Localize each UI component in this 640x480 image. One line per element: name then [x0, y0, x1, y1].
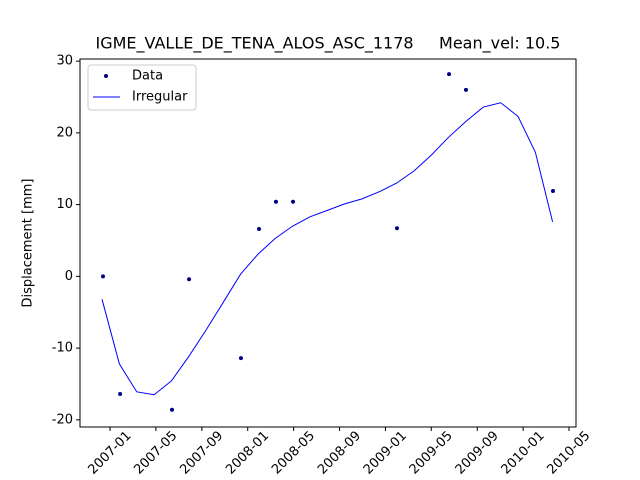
y-tick-label: 20	[56, 125, 73, 140]
legend-marker	[104, 74, 108, 78]
y-tick-label: 0	[65, 269, 73, 284]
legend-label: Data	[132, 69, 163, 84]
data-point	[257, 227, 262, 232]
data-point	[447, 72, 452, 77]
legend-box	[87, 64, 197, 111]
data-point	[100, 274, 105, 279]
data-point	[463, 87, 468, 92]
chart-title: IGME_VALLE_DE_TENA_ALOS_ASC_1178 Mean_ve…	[96, 34, 561, 54]
y-tick-label: 30	[56, 54, 73, 69]
data-point	[238, 356, 243, 361]
y-tick-label: -20	[52, 412, 73, 427]
data-point	[273, 199, 278, 204]
y-axis-label: Displacement [mm]	[21, 179, 36, 308]
y-tick-label: 10	[56, 197, 73, 212]
y-tick-label: -10	[52, 341, 73, 356]
data-point	[291, 199, 296, 204]
plot-frame	[79, 58, 577, 428]
data-point	[118, 392, 123, 397]
data-point	[551, 188, 556, 193]
legend-label: Irregular	[132, 90, 188, 105]
data-point	[187, 277, 192, 282]
line	[101, 102, 554, 396]
data-point	[394, 226, 399, 231]
data-point	[169, 407, 174, 412]
